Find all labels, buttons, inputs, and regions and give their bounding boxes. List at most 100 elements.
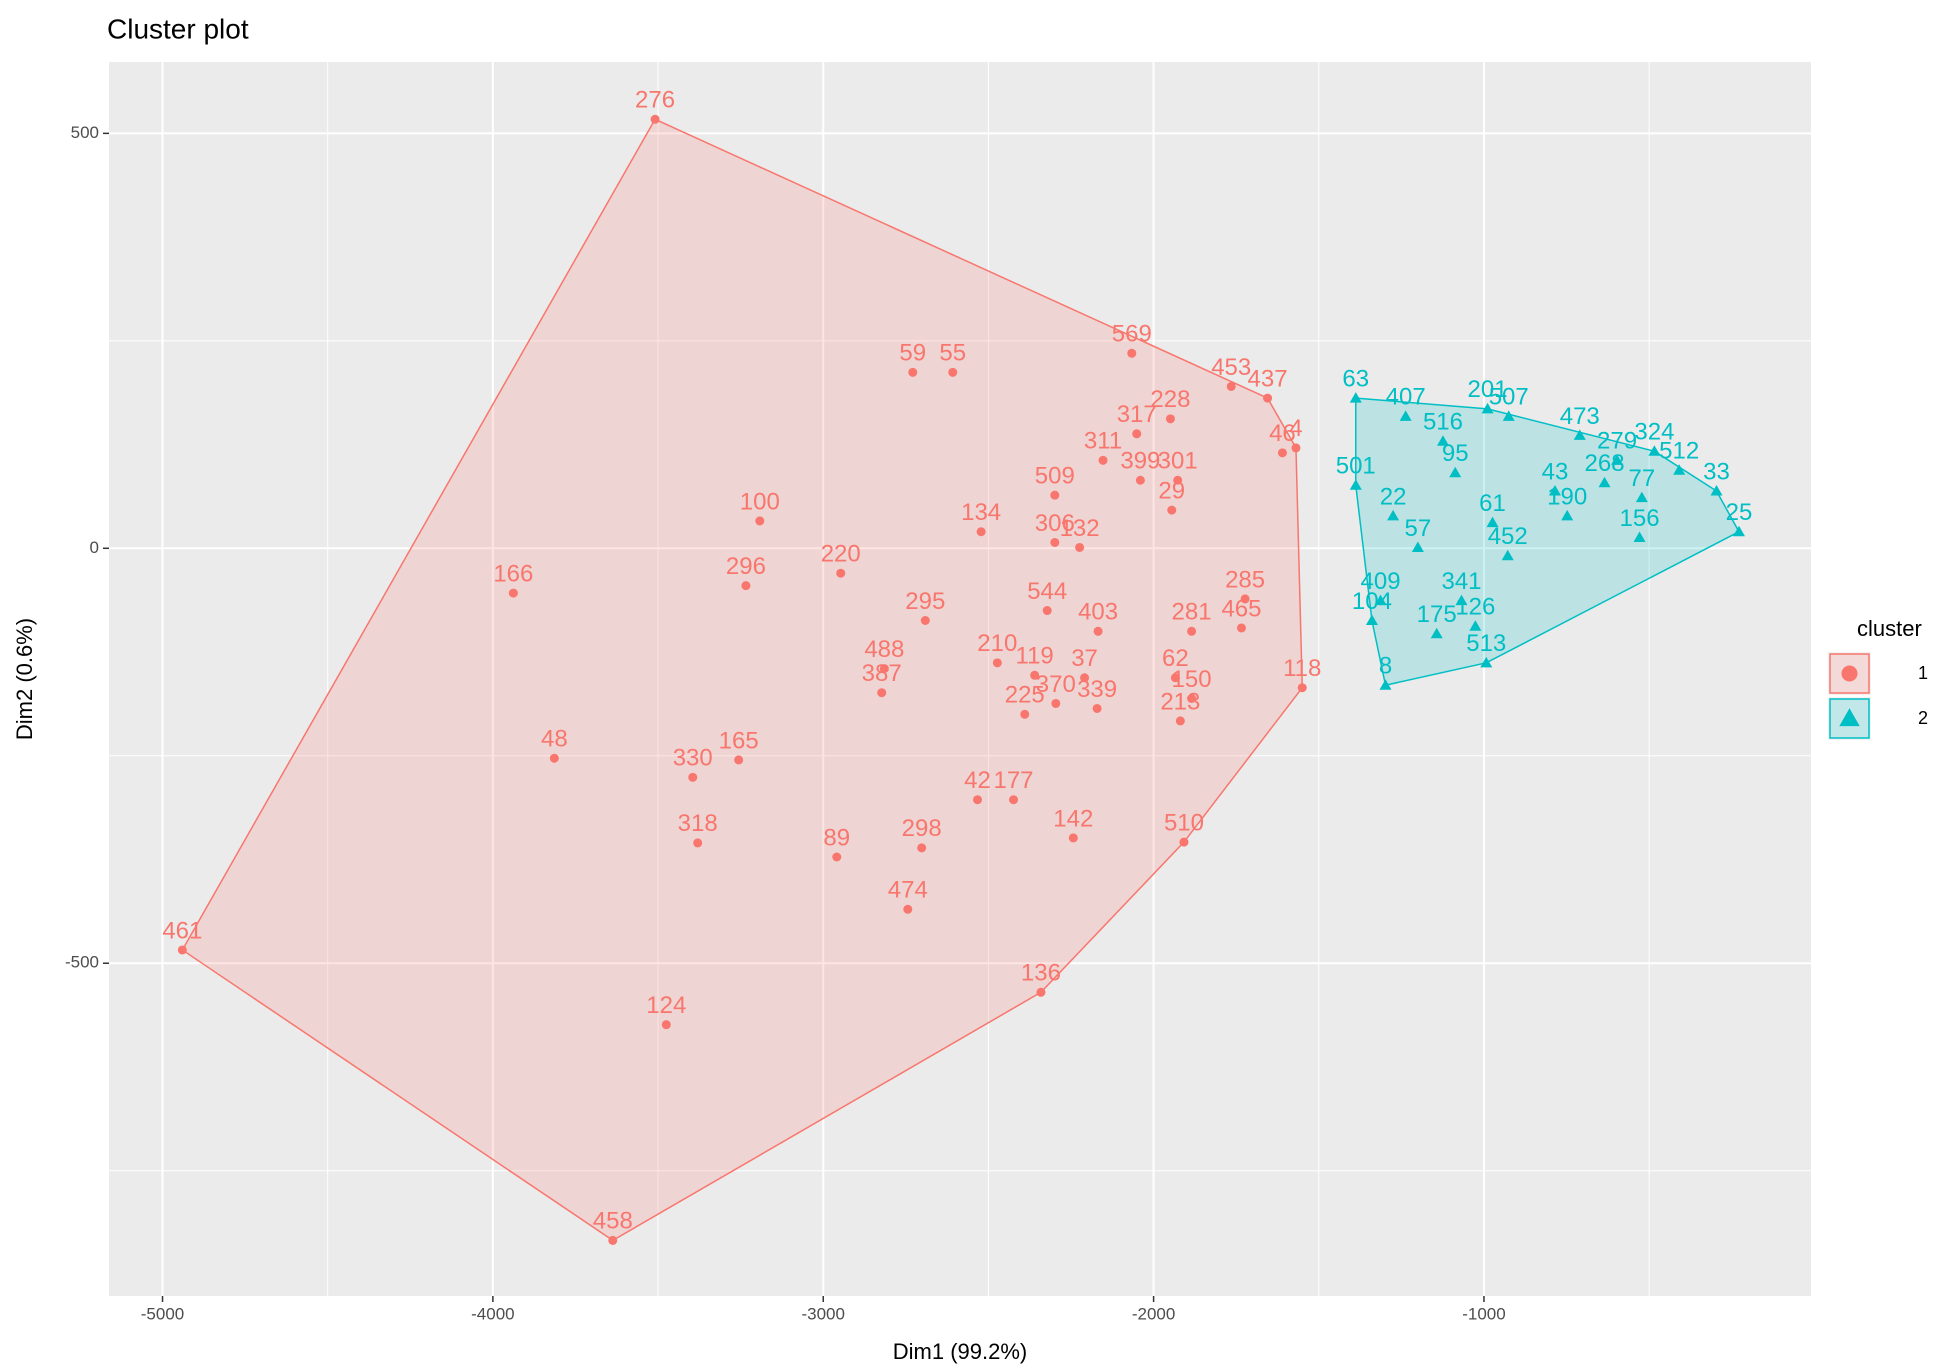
x-tick-label: -2000 [1132,1304,1175,1323]
point [1187,626,1197,636]
point [661,1020,671,1030]
point [1399,410,1412,421]
point [1480,656,1493,668]
point-label: 4 [1289,415,1302,442]
point-label: 37 [1071,645,1098,672]
point [1080,673,1090,683]
point [917,843,927,853]
point-label: 62 [1162,645,1189,672]
point-label: 59 [899,340,926,367]
point-label: 311 [1084,428,1122,455]
point [1165,414,1175,424]
point-label: 339 [1077,676,1117,703]
point-label: 513 [1466,630,1506,657]
point-label: 61 [1479,490,1506,517]
y-tick-label: 500 [71,123,99,142]
point [688,772,698,782]
point-label: 134 [961,499,1001,526]
point [948,367,958,377]
y-axis-label: Dim2 (0.6%) [12,618,37,740]
point [1135,475,1145,485]
point-label: 403 [1078,599,1118,626]
point-label: 29 [1158,477,1185,504]
point-label: 458 [593,1208,633,1235]
point [1132,429,1142,439]
point-label: 177 [993,767,1033,794]
point-label: 296 [726,553,766,580]
point [1297,683,1307,693]
point-label: 324 [1634,419,1674,446]
point-label: 150 [1172,666,1212,693]
point [1050,490,1060,500]
point-label: 201 [1468,376,1508,403]
point-label: 166 [493,560,533,587]
point-label: 544 [1027,578,1067,605]
point [992,658,1002,668]
point [1365,614,1378,625]
point [976,527,986,537]
point [650,114,660,124]
point-label: 46 [1269,420,1296,447]
point-label: 516 [1423,409,1463,436]
point [508,588,518,598]
point [1092,703,1102,713]
point-label: 279 [1597,428,1637,455]
point-label: 119 [1016,643,1054,670]
point [1648,445,1661,456]
point [877,688,887,698]
point-label: 63 [1342,365,1369,392]
point-label: 399 [1120,448,1160,475]
point-label: 295 [905,588,945,615]
cluster-points: 63 20147340725156851312617534145240910450… [1336,365,1753,690]
point [549,753,559,763]
point-label: 165 [719,727,759,754]
point [1167,505,1177,515]
point [608,1235,618,1245]
point [1075,542,1085,552]
point-label: 142 [1053,805,1093,832]
point-label: 22 [1380,483,1407,510]
legend-title: cluster [1857,616,1922,641]
point [1611,454,1624,465]
point-label: 132 [1060,515,1100,542]
point [1455,594,1468,606]
point [1673,464,1686,475]
point [1098,455,1108,465]
cluster-hull [1355,397,1741,687]
point [1481,402,1494,414]
x-tick-label: -5000 [141,1304,184,1323]
point [1170,673,1180,683]
point [1093,626,1103,636]
point [177,945,187,955]
point-label: 407 [1386,384,1426,411]
point-label: 124 [646,992,686,1019]
point [920,615,930,625]
point [1548,485,1561,496]
point-label: 453 [1211,354,1251,381]
x-axis-label: Dim1 (99.2%) [893,1339,1027,1364]
point [1187,694,1197,704]
point [1710,485,1723,496]
point [1374,594,1387,606]
point-label: 213 [1160,688,1200,715]
point [1561,509,1574,521]
point [1175,716,1185,726]
point-label: 156 [1620,505,1660,532]
point-label: 89 [823,824,850,851]
point [1379,679,1392,690]
point-label: 461 [162,917,202,944]
point-label: 210 [977,630,1017,657]
point [1042,606,1052,616]
point [1226,381,1236,391]
point-label: 25 [1726,499,1753,526]
point-label: 136 [1021,960,1061,987]
legend-label: 2 [1918,708,1928,728]
point-label: 510 [1164,809,1204,836]
x-tick-label: -1000 [1462,1304,1505,1323]
point [1050,537,1060,547]
point-label: 474 [888,877,928,904]
point-label: 285 [1225,566,1265,593]
point-label: 317 [1117,401,1157,428]
